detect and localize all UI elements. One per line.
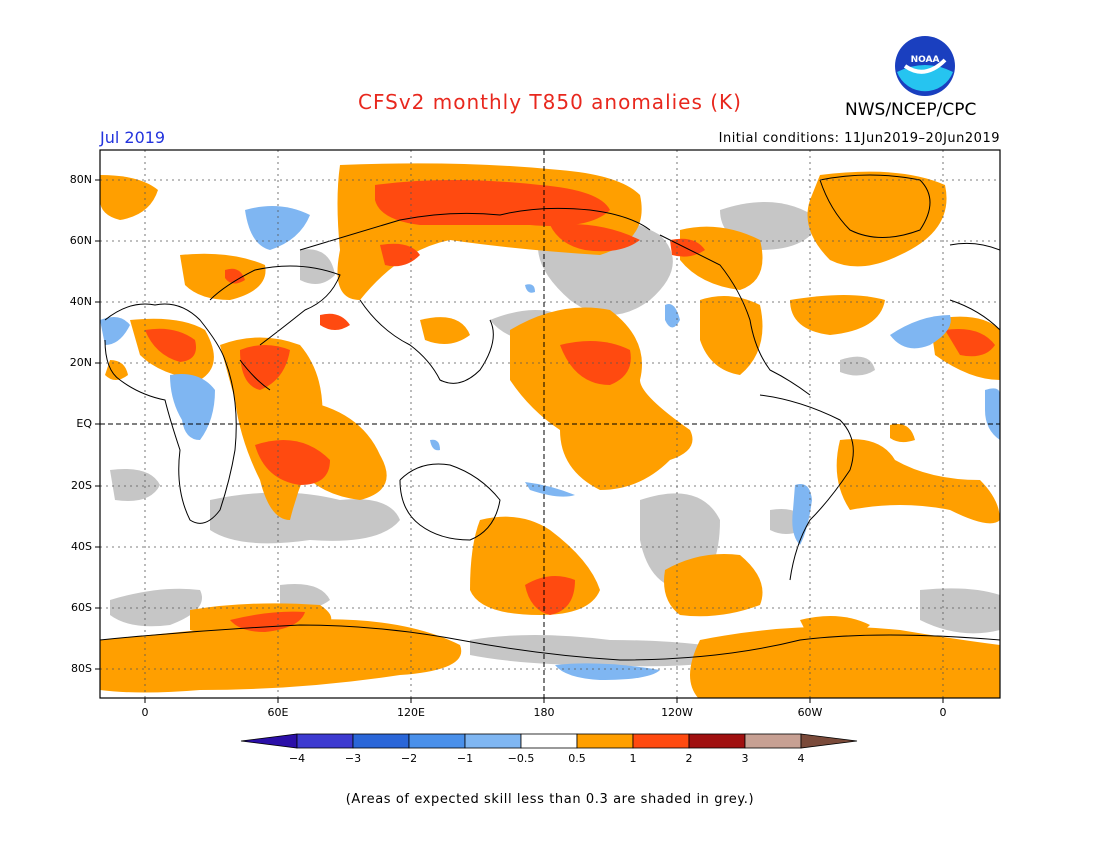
colorbar-arrow-low bbox=[240, 733, 298, 749]
colorbar-segment bbox=[296, 733, 354, 749]
colorbar-label: −2 bbox=[400, 752, 418, 765]
map-panel bbox=[100, 150, 1000, 698]
colorbar-segment bbox=[688, 733, 746, 749]
coastlines bbox=[100, 174, 1000, 661]
colorbar-label: −0.5 bbox=[507, 752, 535, 765]
lon-label: 0 bbox=[141, 706, 149, 719]
colorbar bbox=[240, 733, 858, 749]
initial-conditions: Initial conditions: 11Jun2019–20Jun2019 bbox=[718, 131, 1000, 146]
colorbar-arrow-high bbox=[800, 733, 858, 749]
skill-note: (Areas of expected skill less than 0.3 a… bbox=[345, 792, 755, 807]
colorbar-label: 2 bbox=[685, 752, 693, 765]
colorbar-label: −3 bbox=[344, 752, 362, 765]
lon-label: 0 bbox=[939, 706, 947, 719]
colorbar-segment bbox=[632, 733, 690, 749]
forecast-month: Jul 2019 bbox=[100, 128, 166, 147]
colorbar-segment bbox=[576, 733, 634, 749]
colorbar-label: 1 bbox=[629, 752, 637, 765]
equator-dateline bbox=[100, 150, 1000, 698]
anomaly-negative bbox=[100, 206, 1000, 680]
lon-label: 120E bbox=[397, 706, 425, 719]
colorbar-label: 3 bbox=[741, 752, 749, 765]
logo-text: NOAA bbox=[911, 55, 940, 65]
colorbar-label: −4 bbox=[288, 752, 306, 765]
axis-ticks bbox=[95, 179, 944, 703]
lat-label: 20N bbox=[69, 356, 92, 369]
colorbar-segment bbox=[408, 733, 466, 749]
colorbar-label: 0.5 bbox=[568, 752, 586, 765]
colorbar-segment bbox=[520, 733, 578, 749]
lon-label: 60W bbox=[797, 706, 823, 719]
colorbar-segment bbox=[352, 733, 410, 749]
lat-label: 40N bbox=[69, 295, 92, 308]
colorbar-label: −1 bbox=[456, 752, 474, 765]
lat-label: 20S bbox=[71, 479, 92, 492]
noaa-logo-icon: NOAA bbox=[895, 36, 955, 96]
lon-label: 120W bbox=[661, 706, 693, 719]
lat-label: 40S bbox=[71, 540, 92, 553]
agency-label: NWS/NCEP/CPC bbox=[845, 100, 977, 120]
colorbar-label: 4 bbox=[797, 752, 805, 765]
colorbar-segment bbox=[464, 733, 522, 749]
low-skill-grey-areas bbox=[110, 202, 1000, 667]
lat-label: 60N bbox=[69, 234, 92, 247]
lat-label: EQ bbox=[76, 417, 92, 430]
lat-label: 80S bbox=[71, 662, 92, 675]
lon-label: 180 bbox=[533, 706, 555, 719]
colorbar-segment bbox=[744, 733, 802, 749]
lat-label: 60S bbox=[71, 601, 92, 614]
gridlines bbox=[100, 150, 1000, 698]
chart-title: CFSv2 monthly T850 anomalies (K) bbox=[358, 90, 742, 114]
lon-label: 60E bbox=[267, 706, 289, 719]
lat-label: 80N bbox=[69, 173, 92, 186]
